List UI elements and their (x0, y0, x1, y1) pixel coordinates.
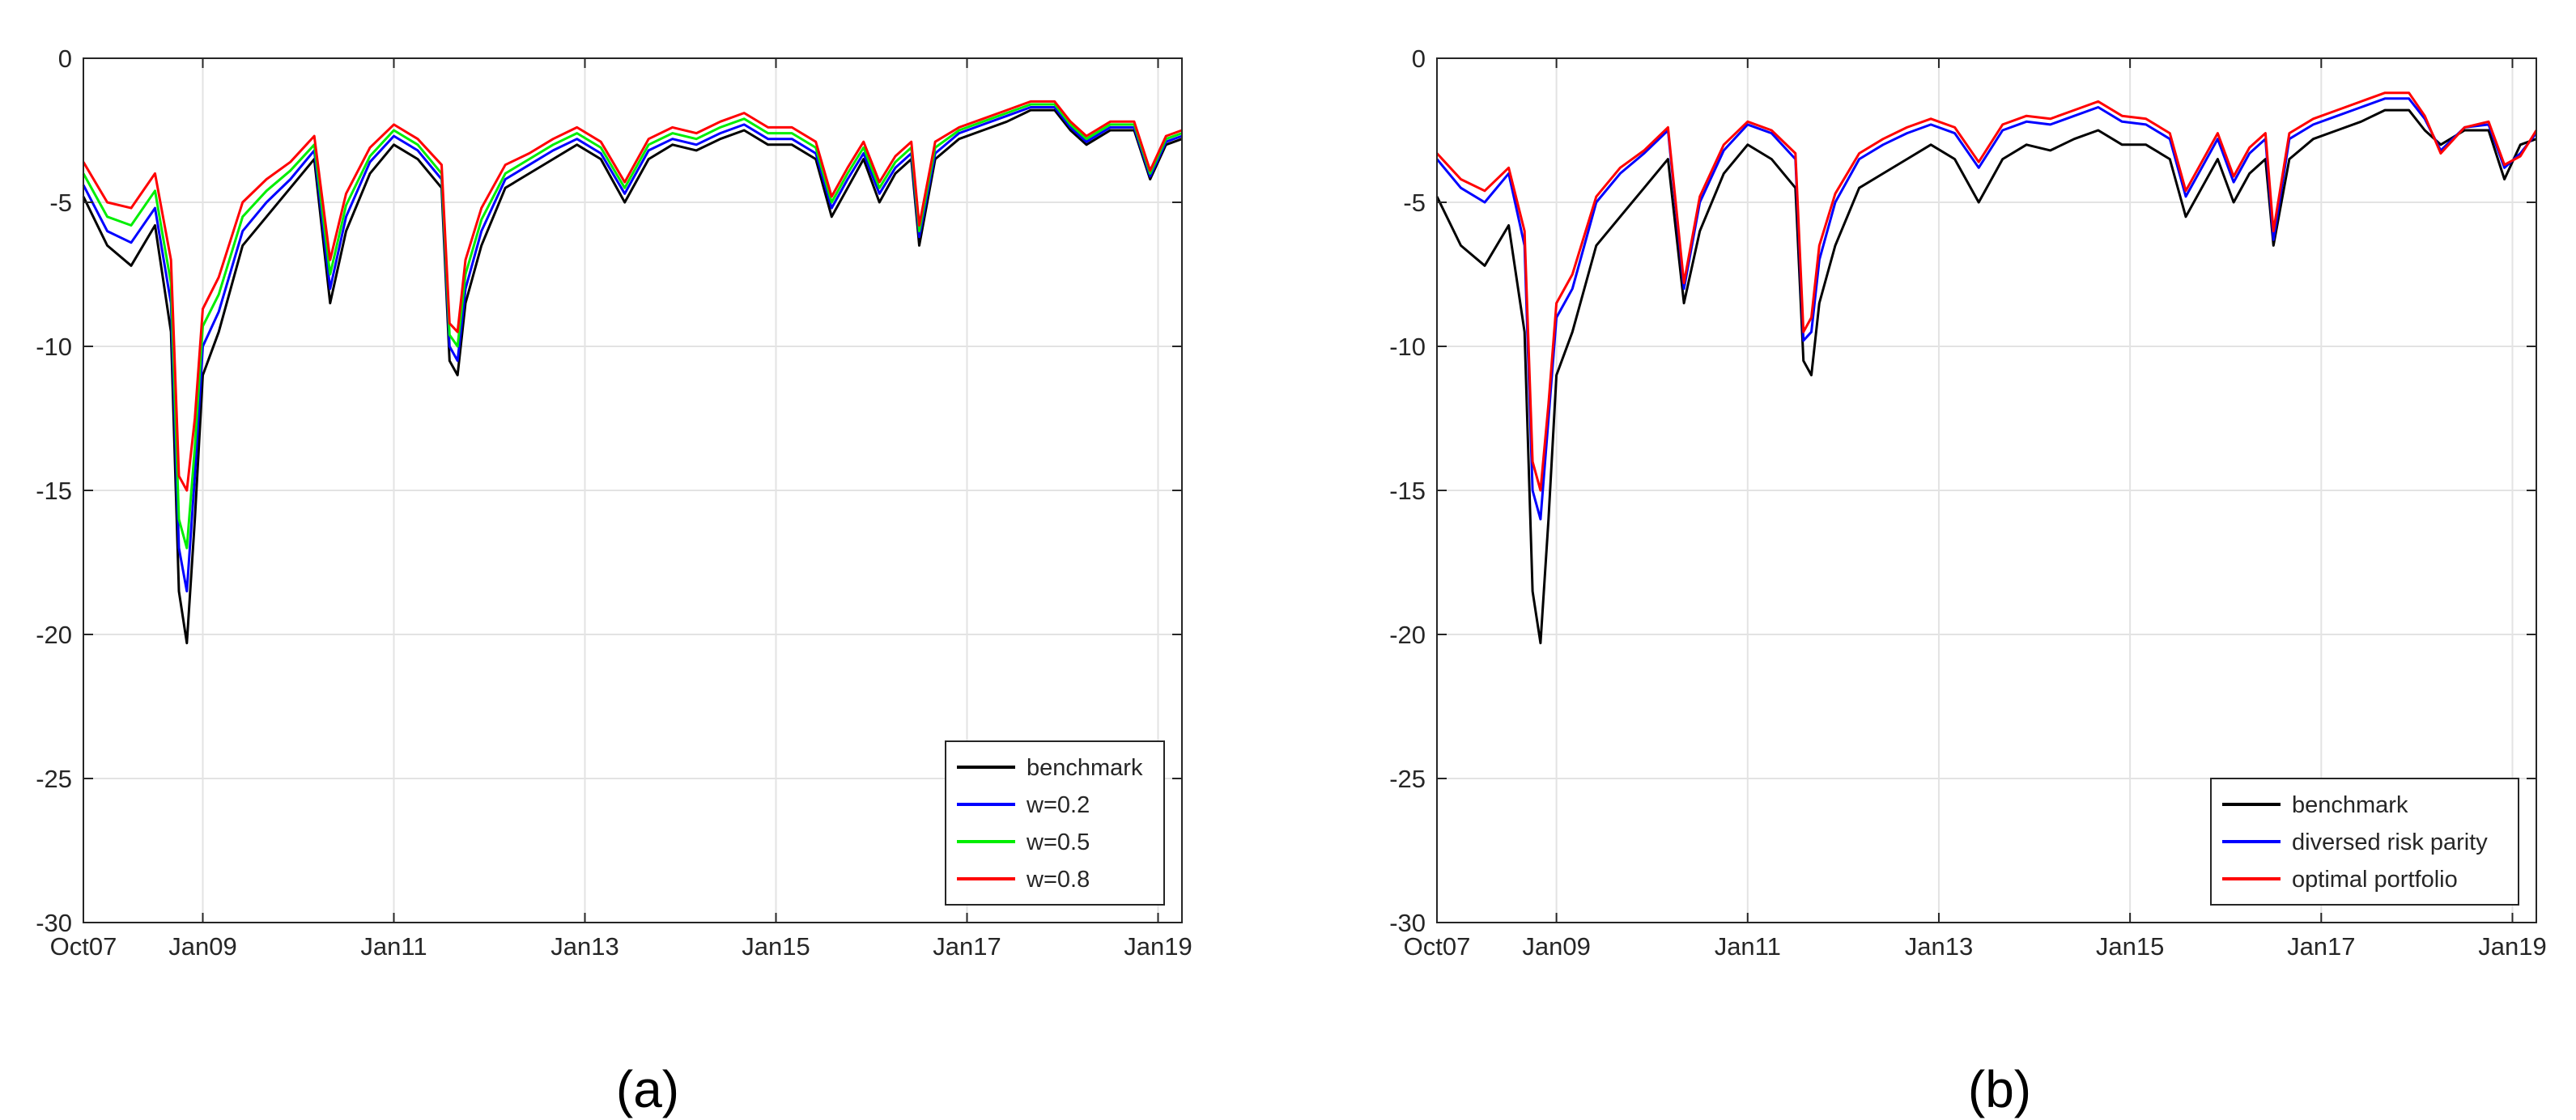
series-line-optimal-portfolio (1435, 91, 2538, 492)
y-tick-label: -5 (49, 189, 72, 217)
legend: benchmark w=0.2 w=0.5 w=0.8 (945, 740, 1165, 906)
series-line-benchmark (82, 108, 1183, 645)
legend-entry: optimal portfolio (2292, 867, 2458, 893)
y-tick-label: -5 (1403, 189, 1426, 217)
legend: benchmark diversed risk parity optimal por… (2210, 778, 2519, 906)
legend-entry: benchmark (1027, 755, 1143, 781)
x-tick-label: Jan17 (2287, 932, 2355, 961)
x-tick-label: Oct07 (1404, 932, 1471, 961)
y-tick-label: 0 (58, 45, 72, 73)
x-tick-label: Jan15 (742, 932, 810, 961)
y-tick-label: -10 (1389, 333, 1426, 361)
x-tick-label: Jan17 (933, 932, 1001, 961)
series-line-w-0-2 (82, 106, 1183, 593)
y-tick-label: -20 (36, 621, 72, 649)
x-tick-label: Jan19 (2478, 932, 2546, 961)
series-line-benchmark (1435, 108, 2537, 645)
y-tick-label: -30 (36, 909, 72, 937)
series-line-w-0-5 (82, 103, 1183, 549)
legend-entry: w=0.8 (1026, 867, 1090, 893)
x-tick-label: Jan09 (1522, 932, 1590, 961)
y-tick-label: -20 (1389, 621, 1426, 649)
y-tick-label: -25 (36, 765, 72, 793)
y-tick-label: 0 (1412, 45, 1426, 73)
x-tick-label: Oct07 (50, 932, 117, 961)
x-tick-label: Jan11 (360, 932, 427, 961)
x-tick-label: Jan09 (168, 932, 236, 961)
x-tick-label: Jan15 (2096, 932, 2164, 961)
legend-entry: diversed risk parity (2292, 829, 2488, 855)
x-tick-label: Jan13 (1905, 932, 1973, 961)
y-tick-label: -25 (1389, 765, 1426, 793)
legend-entry: w=0.5 (1026, 829, 1090, 855)
panel-label-a: (a) (616, 1060, 679, 1118)
x-tick-label: Jan19 (1124, 932, 1192, 961)
legend-entry: benchmark (2292, 792, 2408, 818)
series-line-w-0-8 (82, 100, 1183, 492)
panel-label-b: (b) (1968, 1060, 2031, 1118)
legend-entry: w=0.2 (1026, 792, 1090, 818)
y-tick-label: -30 (1389, 909, 1426, 937)
x-tick-label: Jan13 (550, 932, 618, 961)
y-tick-label: -10 (36, 333, 72, 361)
x-tick-label: Jan11 (1715, 932, 1781, 961)
y-tick-label: -15 (1389, 477, 1426, 505)
series-line-diversed-risk-parity (1435, 97, 2538, 521)
y-tick-label: -15 (36, 477, 72, 505)
